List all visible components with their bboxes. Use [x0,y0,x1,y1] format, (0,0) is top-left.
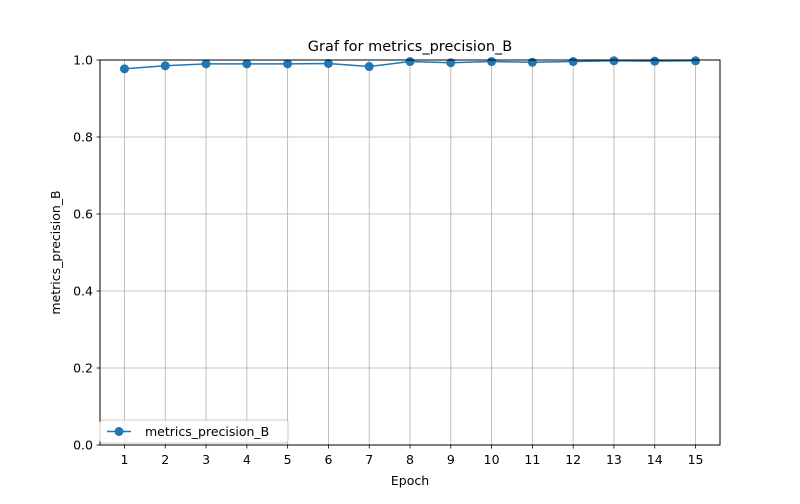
y-tick-label: 0.4 [73,284,93,299]
x-tick-label: 8 [406,452,414,467]
data-point [119,64,129,74]
x-tick-label: 11 [524,452,540,467]
x-tick-label: 15 [688,452,704,467]
data-point [487,57,497,67]
x-tick-label: 3 [202,452,210,467]
legend-marker-swatch [114,427,124,436]
y-axis-label: metrics_precision_B [48,190,63,314]
data-point [527,57,537,67]
y-tick-label: 0.2 [73,361,93,376]
x-tick-label: 5 [284,452,292,467]
x-tick-label: 14 [647,452,663,467]
x-tick-label: 6 [324,452,332,467]
y-tick-label: 0.6 [73,207,93,222]
data-point [568,57,578,67]
data-point [405,57,415,67]
data-point [323,58,333,68]
data-point [609,56,619,66]
data-point [691,56,701,66]
x-tick-label: 7 [365,452,373,467]
chart-title: Graf for metrics_precision_B [308,39,512,55]
x-tick-label: 2 [161,452,169,467]
legend: metrics_precision_B [99,419,289,444]
x-tick-label: 13 [606,452,622,467]
data-point [160,61,170,71]
x-tick-label: 9 [447,452,455,467]
x-tick-label: 10 [484,452,500,467]
y-tick-label: 1.0 [73,53,93,68]
y-tick-label: 0.0 [73,438,93,453]
ticks: 1 2 3 4 5 6 7 8 9 10 11 12 13 14 150.00.20.40.60.81.0 [73,53,703,468]
x-tick-label: 1 [120,452,128,467]
data-point [283,59,293,69]
data-point [364,62,374,72]
legend-label: metrics_precision_B [145,424,269,439]
data-point [650,56,660,66]
x-tick-label: 12 [565,452,581,467]
data-point [242,59,252,69]
legend-box [99,419,289,444]
x-tick-label: 4 [243,452,251,467]
x-axis-label: Epoch [391,473,429,488]
data-point [201,59,211,69]
grid [100,59,720,446]
y-tick-label: 0.8 [73,130,93,145]
